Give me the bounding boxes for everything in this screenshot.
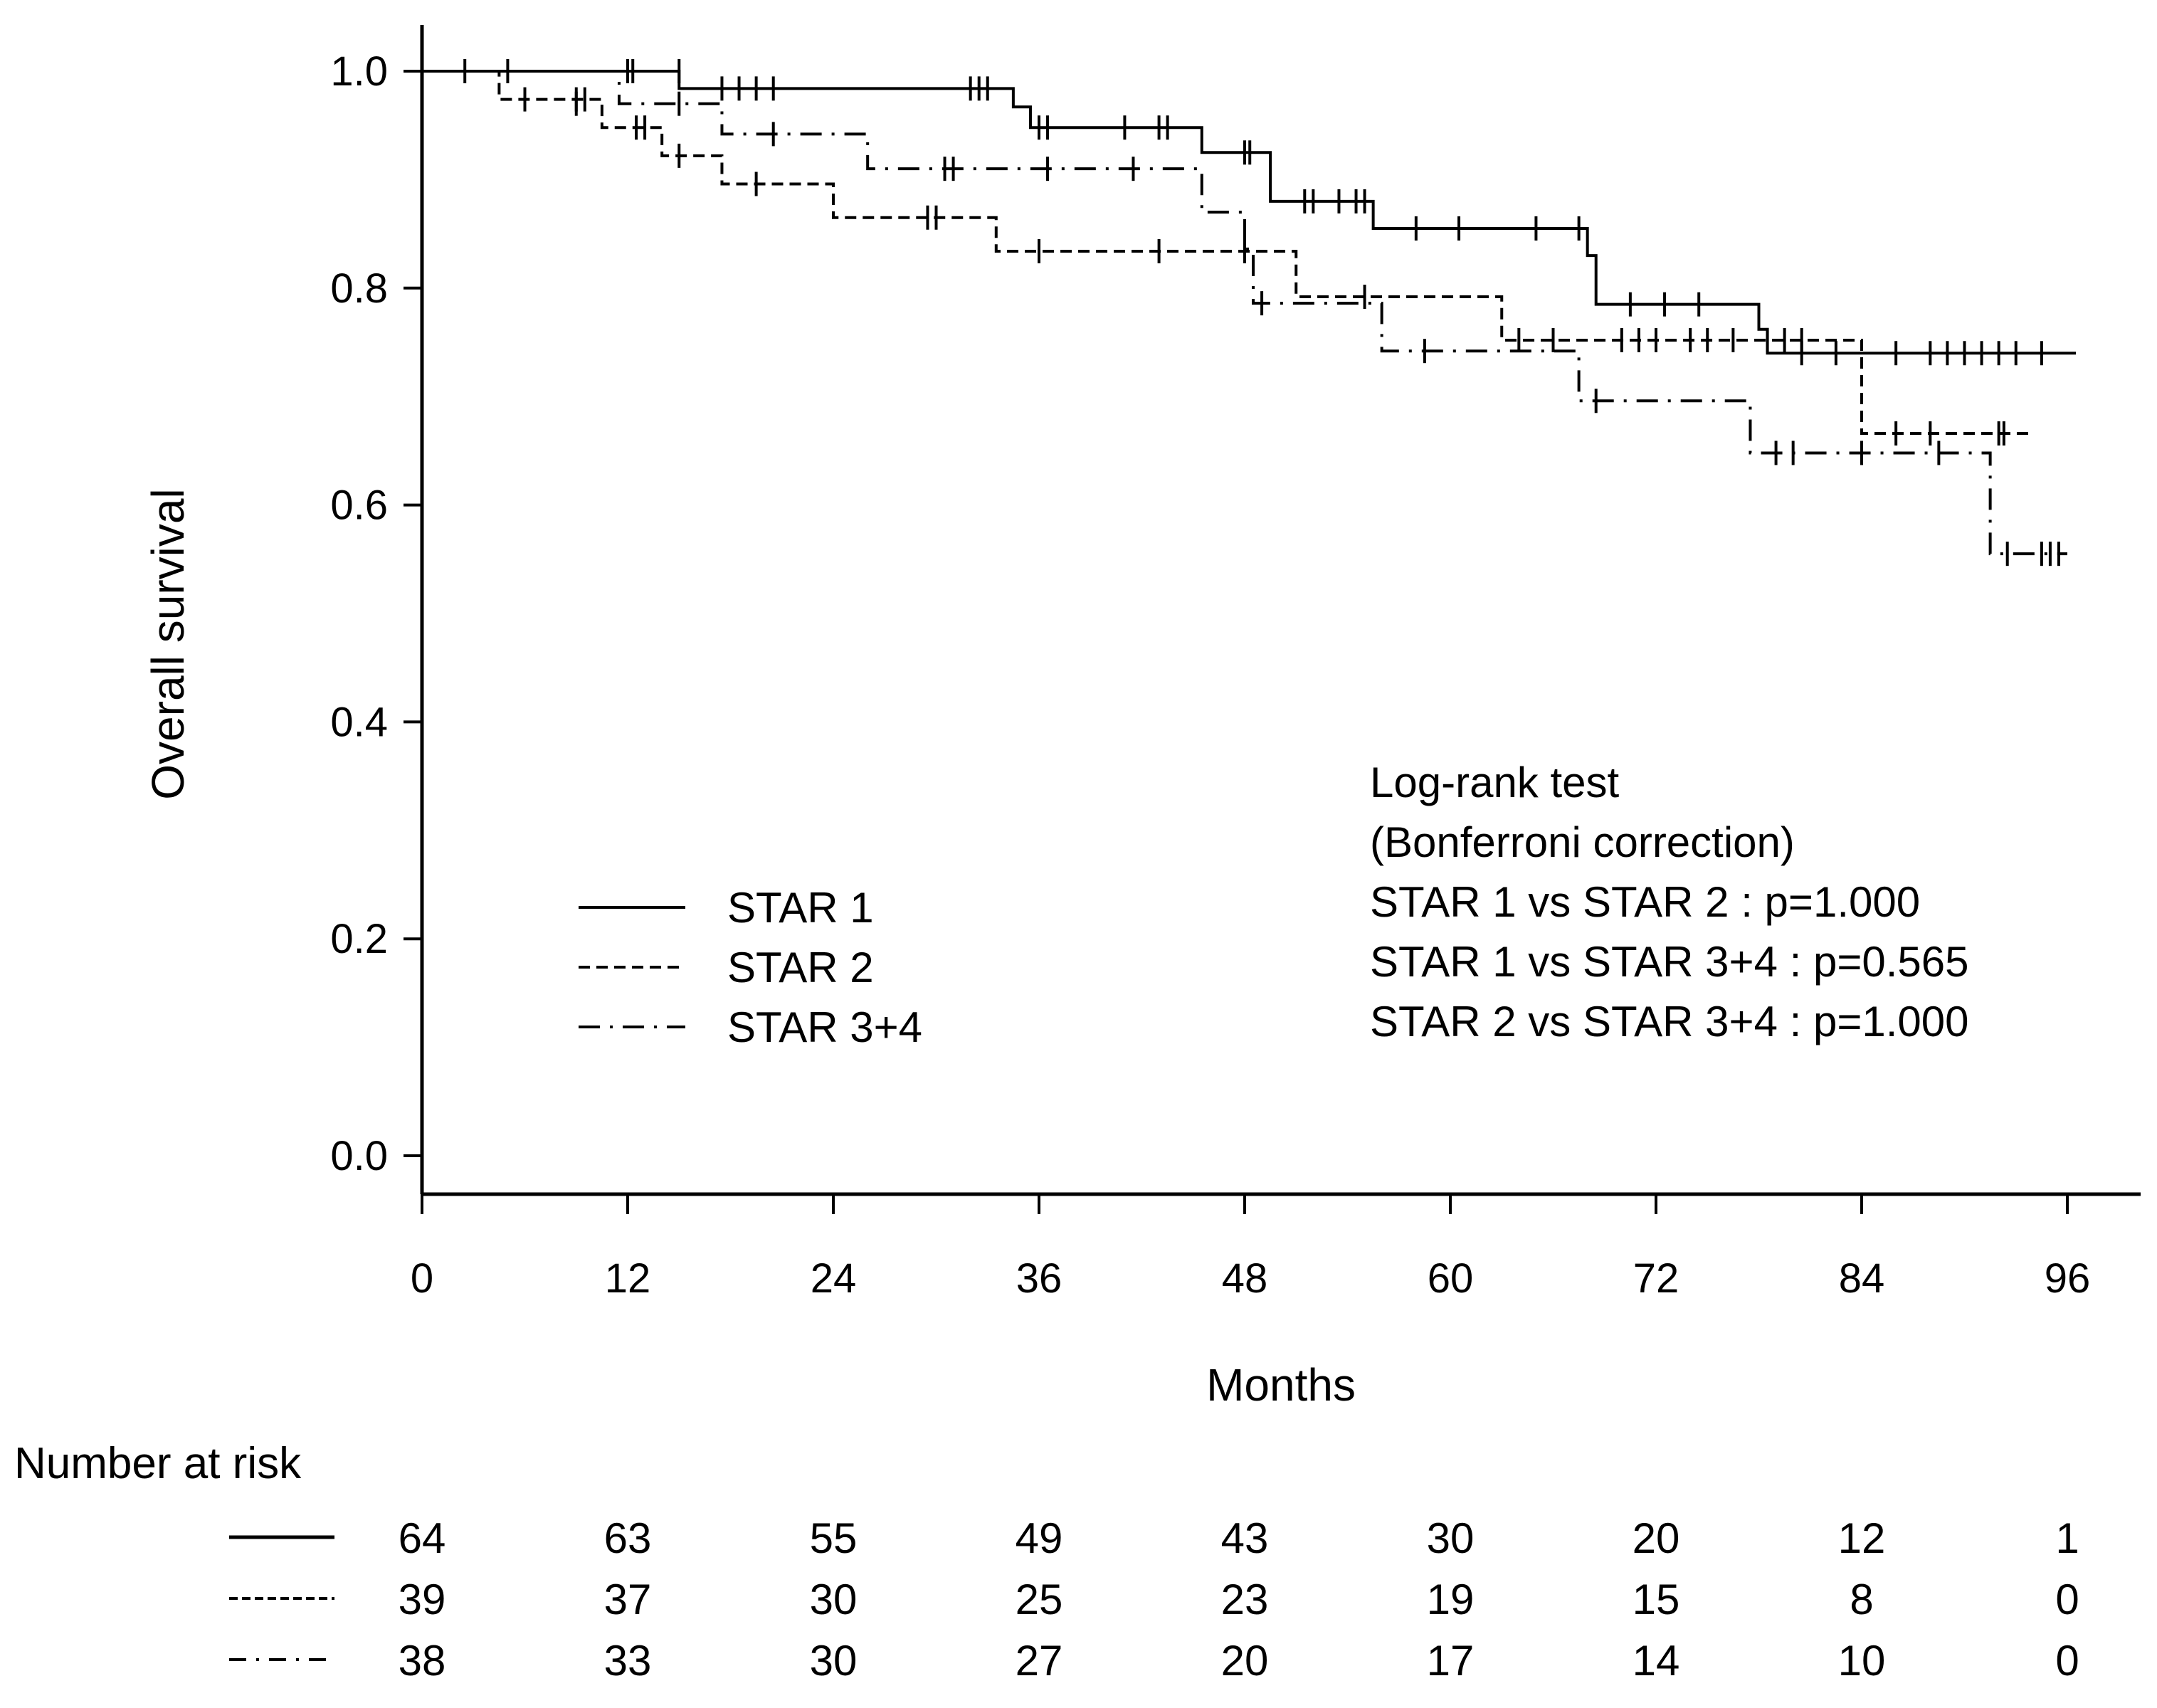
- risk-count: 55: [810, 1514, 858, 1562]
- x-tick-label: 24: [811, 1255, 857, 1302]
- risk-count: 8: [1850, 1576, 1873, 1623]
- y-tick-label: 0.0: [330, 1133, 388, 1179]
- risk-count: 0: [2055, 1576, 2079, 1623]
- y-axis-ticks: 0.0 0.2 0.4 0.6 0.8 1.0: [330, 48, 422, 1179]
- x-tick-label: 48: [1222, 1255, 1268, 1302]
- survival-step-line: [422, 70, 2033, 436]
- risk-count: 38: [399, 1637, 446, 1685]
- risk-count: 37: [604, 1576, 652, 1623]
- plot-area: 0.0 0.2 0.4 0.6 0.8 1.0 0 12 24 36 48 60 72 84 96: [330, 25, 2141, 1302]
- x-axis-ticks: 0 12 24 36 48 60 72 84 96: [411, 1194, 2090, 1302]
- legend-label-star2: STAR 2: [727, 944, 874, 991]
- annotation-line-5: STAR 2 vs STAR 3+4 : p=1.000: [1370, 998, 1969, 1045]
- x-tick-label: 0: [411, 1255, 433, 1302]
- x-axis-title: Months: [1206, 1359, 1356, 1411]
- risk-count: 19: [1427, 1576, 1475, 1623]
- y-tick-label: 0.4: [330, 699, 388, 745]
- risk-count: 43: [1221, 1514, 1269, 1562]
- risk-count: 0: [2055, 1637, 2079, 1685]
- risk-table-numbers: 64 63 55 49 43 30 20 12 1 39 37 30 25 23 19 15 8 0 38 33 30 2…: [399, 1514, 2079, 1685]
- risk-count: 1: [2055, 1514, 2079, 1562]
- risk-count: 30: [810, 1637, 858, 1685]
- survival-step-line: [422, 70, 2077, 355]
- legend-label-star1: STAR 1: [727, 884, 874, 932]
- risk-count: 17: [1427, 1637, 1475, 1685]
- x-tick-label: 36: [1016, 1255, 1062, 1302]
- x-tick-label: 72: [1633, 1255, 1679, 1302]
- series-star1: [422, 59, 2077, 366]
- risk-count: 30: [810, 1576, 858, 1623]
- risk-count: 14: [1633, 1637, 1680, 1685]
- risk-count: 49: [1016, 1514, 1063, 1562]
- risk-table: Number at risk 64 63 55 49 43 30 20 12 1 39 37 30 25…: [14, 1439, 2079, 1685]
- risk-count: 39: [399, 1576, 446, 1623]
- risk-count: 30: [1427, 1514, 1475, 1562]
- survival-step-line: [422, 70, 2067, 556]
- risk-count: 20: [1633, 1514, 1680, 1562]
- annotation-line-1: Log-rank test: [1370, 759, 1620, 806]
- risk-count: 10: [1838, 1637, 1886, 1685]
- y-tick-label: 0.2: [330, 916, 388, 962]
- annotation-line-4: STAR 1 vs STAR 3+4 : p=0.565: [1370, 938, 1969, 986]
- legend-label-star34: STAR 3+4: [727, 1003, 922, 1051]
- risk-count: 20: [1221, 1637, 1269, 1685]
- legend: STAR 1 STAR 2 STAR 3+4: [579, 884, 922, 1051]
- x-tick-label: 12: [605, 1255, 651, 1302]
- risk-count: 64: [399, 1514, 446, 1562]
- risk-count: 23: [1221, 1576, 1269, 1623]
- risk-count: 33: [604, 1637, 652, 1685]
- y-tick-label: 0.8: [330, 265, 388, 312]
- risk-count: 12: [1838, 1514, 1886, 1562]
- annotation-line-2: (Bonferroni correction): [1370, 818, 1795, 866]
- risk-table-title: Number at risk: [14, 1439, 302, 1488]
- y-tick-label: 0.6: [330, 483, 388, 529]
- x-tick-label: 96: [2045, 1255, 2091, 1302]
- x-tick-label: 60: [1428, 1255, 1474, 1302]
- x-tick-label: 84: [1839, 1255, 1885, 1302]
- y-tick-label: 1.0: [330, 48, 388, 95]
- risk-count: 15: [1633, 1576, 1680, 1623]
- logrank-annotation: Log-rank test (Bonferroni correction) ST…: [1370, 759, 1969, 1045]
- survival-curves: [422, 59, 2077, 566]
- annotation-line-3: STAR 1 vs STAR 2 : p=1.000: [1370, 878, 1920, 926]
- risk-count: 27: [1016, 1637, 1063, 1685]
- series-star2: [422, 70, 2033, 446]
- series-star34: [422, 70, 2067, 566]
- risk-count: 63: [604, 1514, 652, 1562]
- y-axis-title: Overall survival: [142, 488, 194, 799]
- risk-count: 25: [1016, 1576, 1063, 1623]
